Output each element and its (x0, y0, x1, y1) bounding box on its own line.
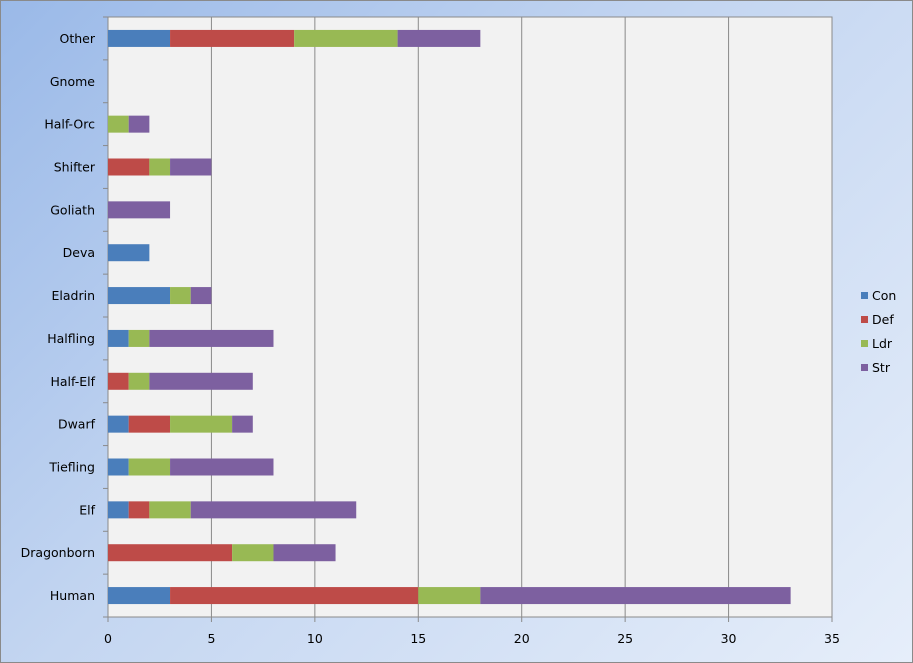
x-tick-label: 35 (824, 631, 840, 646)
bar-half-orc-ldr (108, 115, 129, 133)
x-tick-label: 15 (410, 631, 426, 646)
legend-swatch-ldr (861, 340, 868, 347)
bar-tiefling-str (170, 458, 274, 476)
bar-dragonborn-ldr (232, 544, 274, 562)
category-label: Tiefling (48, 460, 95, 475)
x-tick-label: 25 (617, 631, 633, 646)
category-label: Half-Orc (44, 117, 95, 132)
category-label: Other (60, 31, 96, 46)
x-tick-label: 30 (721, 631, 737, 646)
bar-human-def (170, 587, 419, 605)
legend-swatch-def (861, 316, 868, 323)
bar-eladrin-con (108, 287, 171, 305)
bar-shifter-str (170, 158, 212, 176)
bar-tiefling-con (108, 458, 129, 476)
x-tick-label: 20 (514, 631, 530, 646)
bar-dwarf-ldr (170, 415, 233, 433)
category-label: Halfling (47, 331, 95, 346)
category-label: Gnome (50, 74, 95, 89)
bar-half-elf-def (108, 372, 129, 390)
bar-elf-def (128, 501, 150, 519)
bar-dragonborn-str (273, 544, 336, 562)
bar-eladrin-ldr (170, 287, 191, 305)
category-label: Deva (63, 245, 95, 260)
bar-elf-ldr (149, 501, 191, 519)
x-tick-label: 5 (207, 631, 215, 646)
bar-human-ldr (418, 587, 481, 605)
bar-dwarf-str (232, 415, 253, 433)
category-label: Eladrin (52, 288, 96, 303)
bar-other-str (397, 29, 481, 47)
bar-other-def (170, 29, 295, 47)
bar-tiefling-ldr (128, 458, 171, 476)
legend-label-def: Def (872, 312, 894, 327)
category-label: Shifter (54, 160, 96, 175)
bar-halfling-con (108, 329, 129, 347)
category-label: Elf (79, 502, 95, 517)
bar-half-elf-str (149, 372, 253, 390)
legend: Con Def Ldr Str (861, 288, 896, 375)
bar-shifter-ldr (149, 158, 171, 176)
bar-deva-con (108, 244, 150, 262)
bar-dragonborn-def (108, 544, 233, 562)
legend-swatch-con (861, 292, 868, 299)
legend-label-con: Con (872, 288, 896, 303)
plot-area (107, 16, 833, 618)
x-tick-label: 0 (104, 631, 112, 646)
category-label: Goliath (50, 202, 95, 217)
bar-dwarf-con (108, 415, 129, 433)
bar-half-orc-str (128, 115, 150, 133)
bar-other-con (108, 29, 171, 47)
legend-swatch-str (861, 364, 868, 371)
bar-dwarf-def (128, 415, 171, 433)
category-label: Human (50, 588, 95, 603)
bar-halfling-ldr (128, 329, 150, 347)
legend-label-str: Str (872, 360, 891, 375)
bar-half-elf-ldr (128, 372, 150, 390)
category-label: Dragonborn (21, 545, 95, 560)
x-tick-label: 10 (307, 631, 323, 646)
legend-label-ldr: Ldr (872, 336, 893, 351)
bar-eladrin-str (190, 287, 212, 305)
bar-human-str (480, 587, 791, 605)
bar-human-con (108, 587, 171, 605)
bar-halfling-str (149, 329, 274, 347)
bar-other-ldr (294, 29, 398, 47)
bar-goliath-str (108, 201, 171, 219)
bar-elf-con (108, 501, 129, 519)
bar-elf-str (190, 501, 357, 519)
category-label: Half-Elf (50, 374, 95, 389)
bar-shifter-def (108, 158, 150, 176)
category-label: Dwarf (58, 417, 96, 432)
